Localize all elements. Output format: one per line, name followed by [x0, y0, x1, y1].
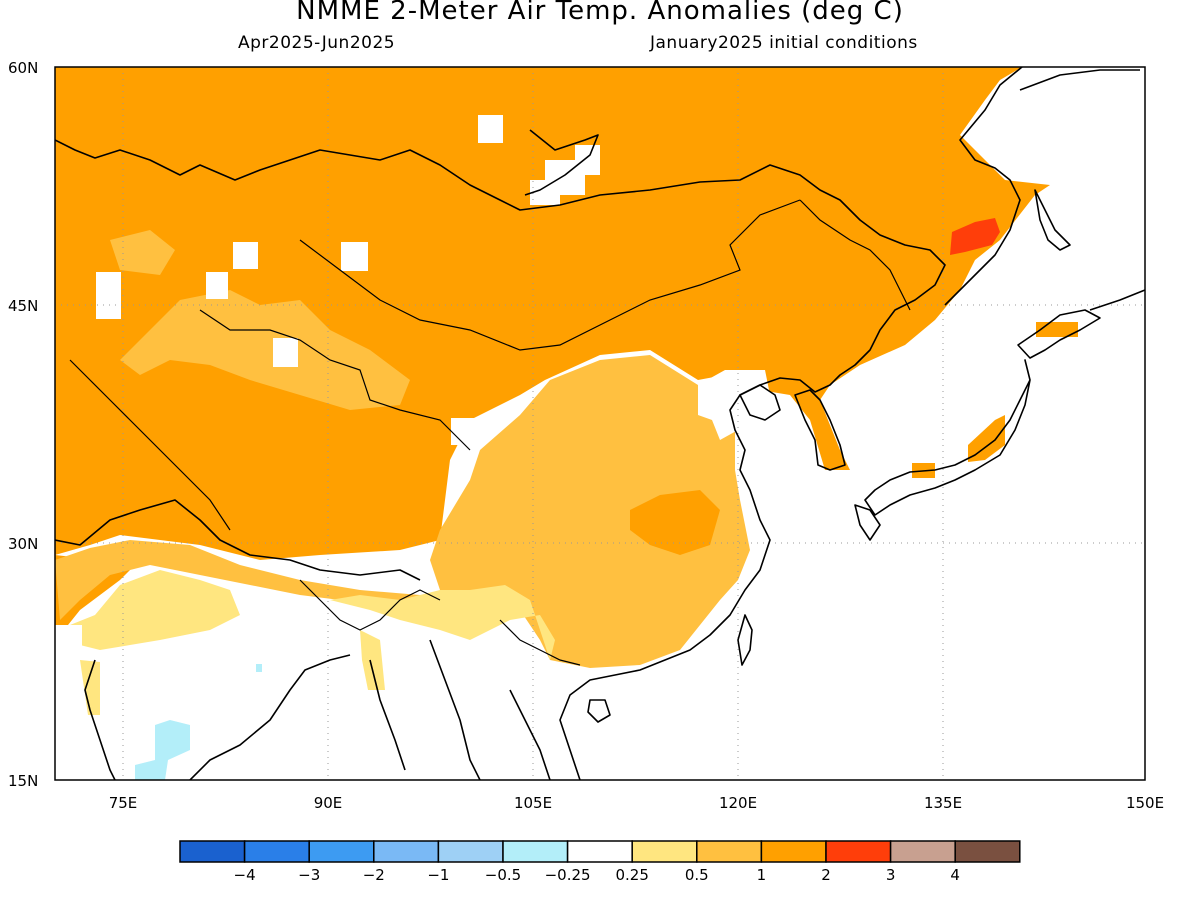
colorbar-swatch: [308, 840, 375, 863]
anomaly-region-red: [950, 218, 1000, 255]
lat-tick-label: 45N: [8, 297, 38, 315]
country-borders: [69, 199, 911, 666]
colorbar-swatch: [954, 840, 1021, 863]
colorbar-label: 2: [821, 866, 831, 884]
lat-tick-label: 30N: [8, 535, 38, 553]
anomaly-region-yellow: [330, 585, 555, 660]
colorbar-label: −1: [427, 866, 449, 884]
coastlines: [55, 67, 1145, 780]
colorbar-label: −0.5: [485, 866, 521, 884]
colorbar-swatch: [631, 840, 698, 863]
colorbar-swatch: [502, 840, 569, 863]
lon-tick-label: 120E: [719, 794, 757, 812]
anomaly-cell-white: [273, 338, 298, 367]
anomaly-region-orange: [630, 490, 720, 555]
colorbar-swatch: [566, 840, 633, 863]
map-title: NMME 2-Meter Air Temp. Anomalies (deg C): [296, 0, 904, 26]
colorbar-swatch: [373, 840, 440, 863]
anomaly-region-light-blue: [135, 720, 190, 780]
lon-tick-label: 75E: [109, 794, 138, 812]
colorbar-swatch: [437, 840, 504, 863]
lon-tick-label: 90E: [314, 794, 343, 812]
anomaly-region-yellow: [360, 630, 385, 690]
anomaly-region-light-orange: [110, 230, 175, 275]
colorbar-swatch: [179, 840, 246, 863]
colorbar-swatch: [243, 840, 310, 863]
anomaly-cell-white: [55, 625, 82, 655]
colorbar-swatch: [889, 840, 956, 863]
anomaly-cell-white: [96, 272, 121, 319]
colorbar-label: 0.5: [685, 866, 709, 884]
colorbar-label: 0.25: [615, 866, 648, 884]
colorbar-label: 4: [950, 866, 960, 884]
anomaly-region-yellow: [60, 570, 240, 650]
colorbar-label: −0.25: [545, 866, 591, 884]
colorbar-label: 3: [886, 866, 896, 884]
anomaly-cell-white: [451, 418, 476, 445]
colorbar-label: −2: [363, 866, 385, 884]
anomaly-cell-white: [478, 115, 503, 143]
anomaly-region-orange: [968, 415, 1005, 462]
colorbar-label: −3: [298, 866, 320, 884]
lat-tick-label: 60N: [8, 59, 38, 77]
colorbar-swatch: [760, 840, 827, 863]
anomaly-region-yellow: [80, 660, 100, 715]
anomaly-cell-white: [206, 272, 228, 299]
anomaly-shading: [55, 67, 1145, 780]
forecast-period: Apr2025-Jun2025: [238, 33, 396, 53]
lon-tick-label: 105E: [514, 794, 552, 812]
colorbar-swatch: [696, 840, 763, 863]
lat-tick-label: 15N: [8, 772, 38, 790]
anomaly-region-light-orange: [120, 290, 410, 410]
colorbar-swatch: [825, 840, 892, 863]
lon-tick-label: 135E: [924, 794, 962, 812]
initial-conditions: January2025 initial conditions: [650, 33, 918, 53]
plot-frame: [54, 66, 1146, 781]
colorbar-label: 1: [757, 866, 767, 884]
anomaly-region-orange: [55, 67, 1050, 560]
anomaly-region-light-blue: [256, 664, 262, 672]
lon-tick-label: 150E: [1126, 794, 1164, 812]
anomaly-cell-white: [341, 242, 368, 271]
colorbar-labels: −4 −3 −2 −1 −0.5 −0.25 0.25 0.5 1 2 3 4: [234, 866, 960, 884]
colorbar: [179, 840, 1021, 863]
colorbar-label: −4: [234, 866, 256, 884]
anomaly-cell-white: [233, 242, 258, 269]
